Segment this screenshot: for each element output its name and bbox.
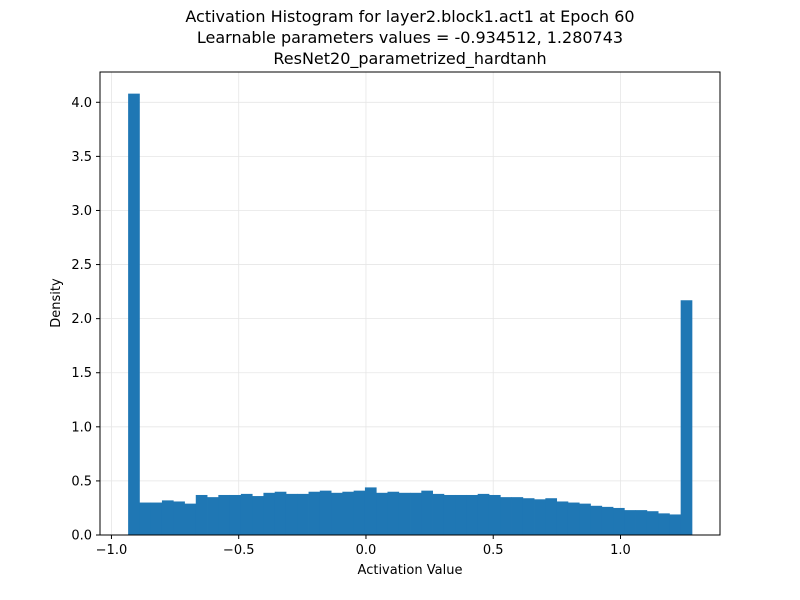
histogram-bar <box>613 507 625 535</box>
histogram-bar <box>240 493 253 535</box>
x-tick-label: 1.0 <box>610 543 631 558</box>
histogram-bar <box>128 93 140 536</box>
histogram-bar <box>195 494 208 535</box>
histogram-bar <box>556 501 569 535</box>
histogram-bar <box>545 498 558 535</box>
histogram-bar <box>443 494 456 535</box>
y-axis-ticks: 0.0 0.5 1.0 1.5 2.0 2.5 3.0 3.5 4.0 <box>71 96 100 544</box>
histogram-bar <box>421 490 433 535</box>
histogram-bar <box>601 506 614 535</box>
histogram-bar <box>218 494 231 535</box>
y-tick-label: 0.0 <box>71 529 92 544</box>
chart-title-line-1: Activation Histogram for layer2.block1.a… <box>185 7 634 26</box>
histogram-bar <box>173 501 185 535</box>
histogram-bar <box>534 499 546 535</box>
histogram-bar <box>297 493 309 535</box>
x-tick-label: −0.5 <box>223 543 255 558</box>
histogram-bar <box>319 490 332 535</box>
histogram-bar <box>353 490 366 535</box>
y-tick-label: 2.0 <box>71 312 92 327</box>
histogram-bar <box>669 514 682 535</box>
histogram-bar <box>364 487 377 535</box>
histogram-bar <box>432 493 445 535</box>
y-tick-label: 3.5 <box>71 150 92 165</box>
histogram-bar <box>590 505 603 535</box>
histogram-bar <box>466 494 479 535</box>
histogram-bar <box>263 492 276 535</box>
histogram-bar <box>161 500 174 535</box>
histogram-bars <box>128 93 693 536</box>
histogram-bar <box>308 491 321 535</box>
histogram-bar <box>150 502 163 535</box>
grid-lines <box>100 72 720 536</box>
y-tick-label: 1.5 <box>71 366 92 381</box>
histogram-bar <box>387 491 400 535</box>
histogram-bar <box>274 491 287 535</box>
x-tick-label: 0.5 <box>483 543 504 558</box>
y-tick-label: 2.5 <box>71 258 92 273</box>
y-tick-label: 0.5 <box>71 474 92 489</box>
histogram-bar <box>285 493 298 535</box>
histogram-bar <box>331 492 343 535</box>
y-tick-label: 3.0 <box>71 204 92 219</box>
chart-title-line-3: ResNet20_parametrized_hardtanh <box>273 49 546 69</box>
x-tick-label: 0.0 <box>356 543 377 558</box>
y-tick-label: 1.0 <box>71 420 92 435</box>
histogram-bar <box>658 513 670 535</box>
histogram-bar <box>488 494 501 535</box>
y-axis-label: Density <box>49 278 64 328</box>
chart-title: Activation Histogram for layer2.block1.a… <box>185 7 634 69</box>
histogram-bar <box>410 492 422 535</box>
histogram-bar <box>376 492 388 535</box>
histogram-bar <box>229 494 242 535</box>
x-axis-ticks: −1.0 −0.5 0.0 0.5 1.0 <box>96 535 631 558</box>
histogram-bar <box>680 300 693 535</box>
chart-title-line-2: Learnable parameters values = -0.934512,… <box>197 28 623 47</box>
histogram-bar <box>252 496 264 535</box>
x-axis-label: Activation Value <box>358 563 463 578</box>
histogram-bar <box>184 503 197 535</box>
histogram-bar <box>646 511 659 535</box>
plot-frame <box>99 71 721 536</box>
histogram-bar <box>139 502 152 535</box>
histogram-bar <box>398 492 411 535</box>
histogram-bar <box>342 491 355 535</box>
histogram-bar <box>455 494 467 535</box>
histogram-bar <box>624 510 636 535</box>
histogram-bar <box>477 493 490 535</box>
histogram-bar <box>511 497 524 535</box>
histogram-bar <box>579 503 591 535</box>
histogram-bar <box>500 497 512 535</box>
histogram-bar <box>635 510 648 535</box>
histogram-bar <box>207 497 219 535</box>
histogram-bar <box>567 502 580 535</box>
histogram-bar <box>522 498 535 535</box>
x-tick-label: −1.0 <box>96 543 128 558</box>
y-tick-label: 4.0 <box>71 96 92 111</box>
